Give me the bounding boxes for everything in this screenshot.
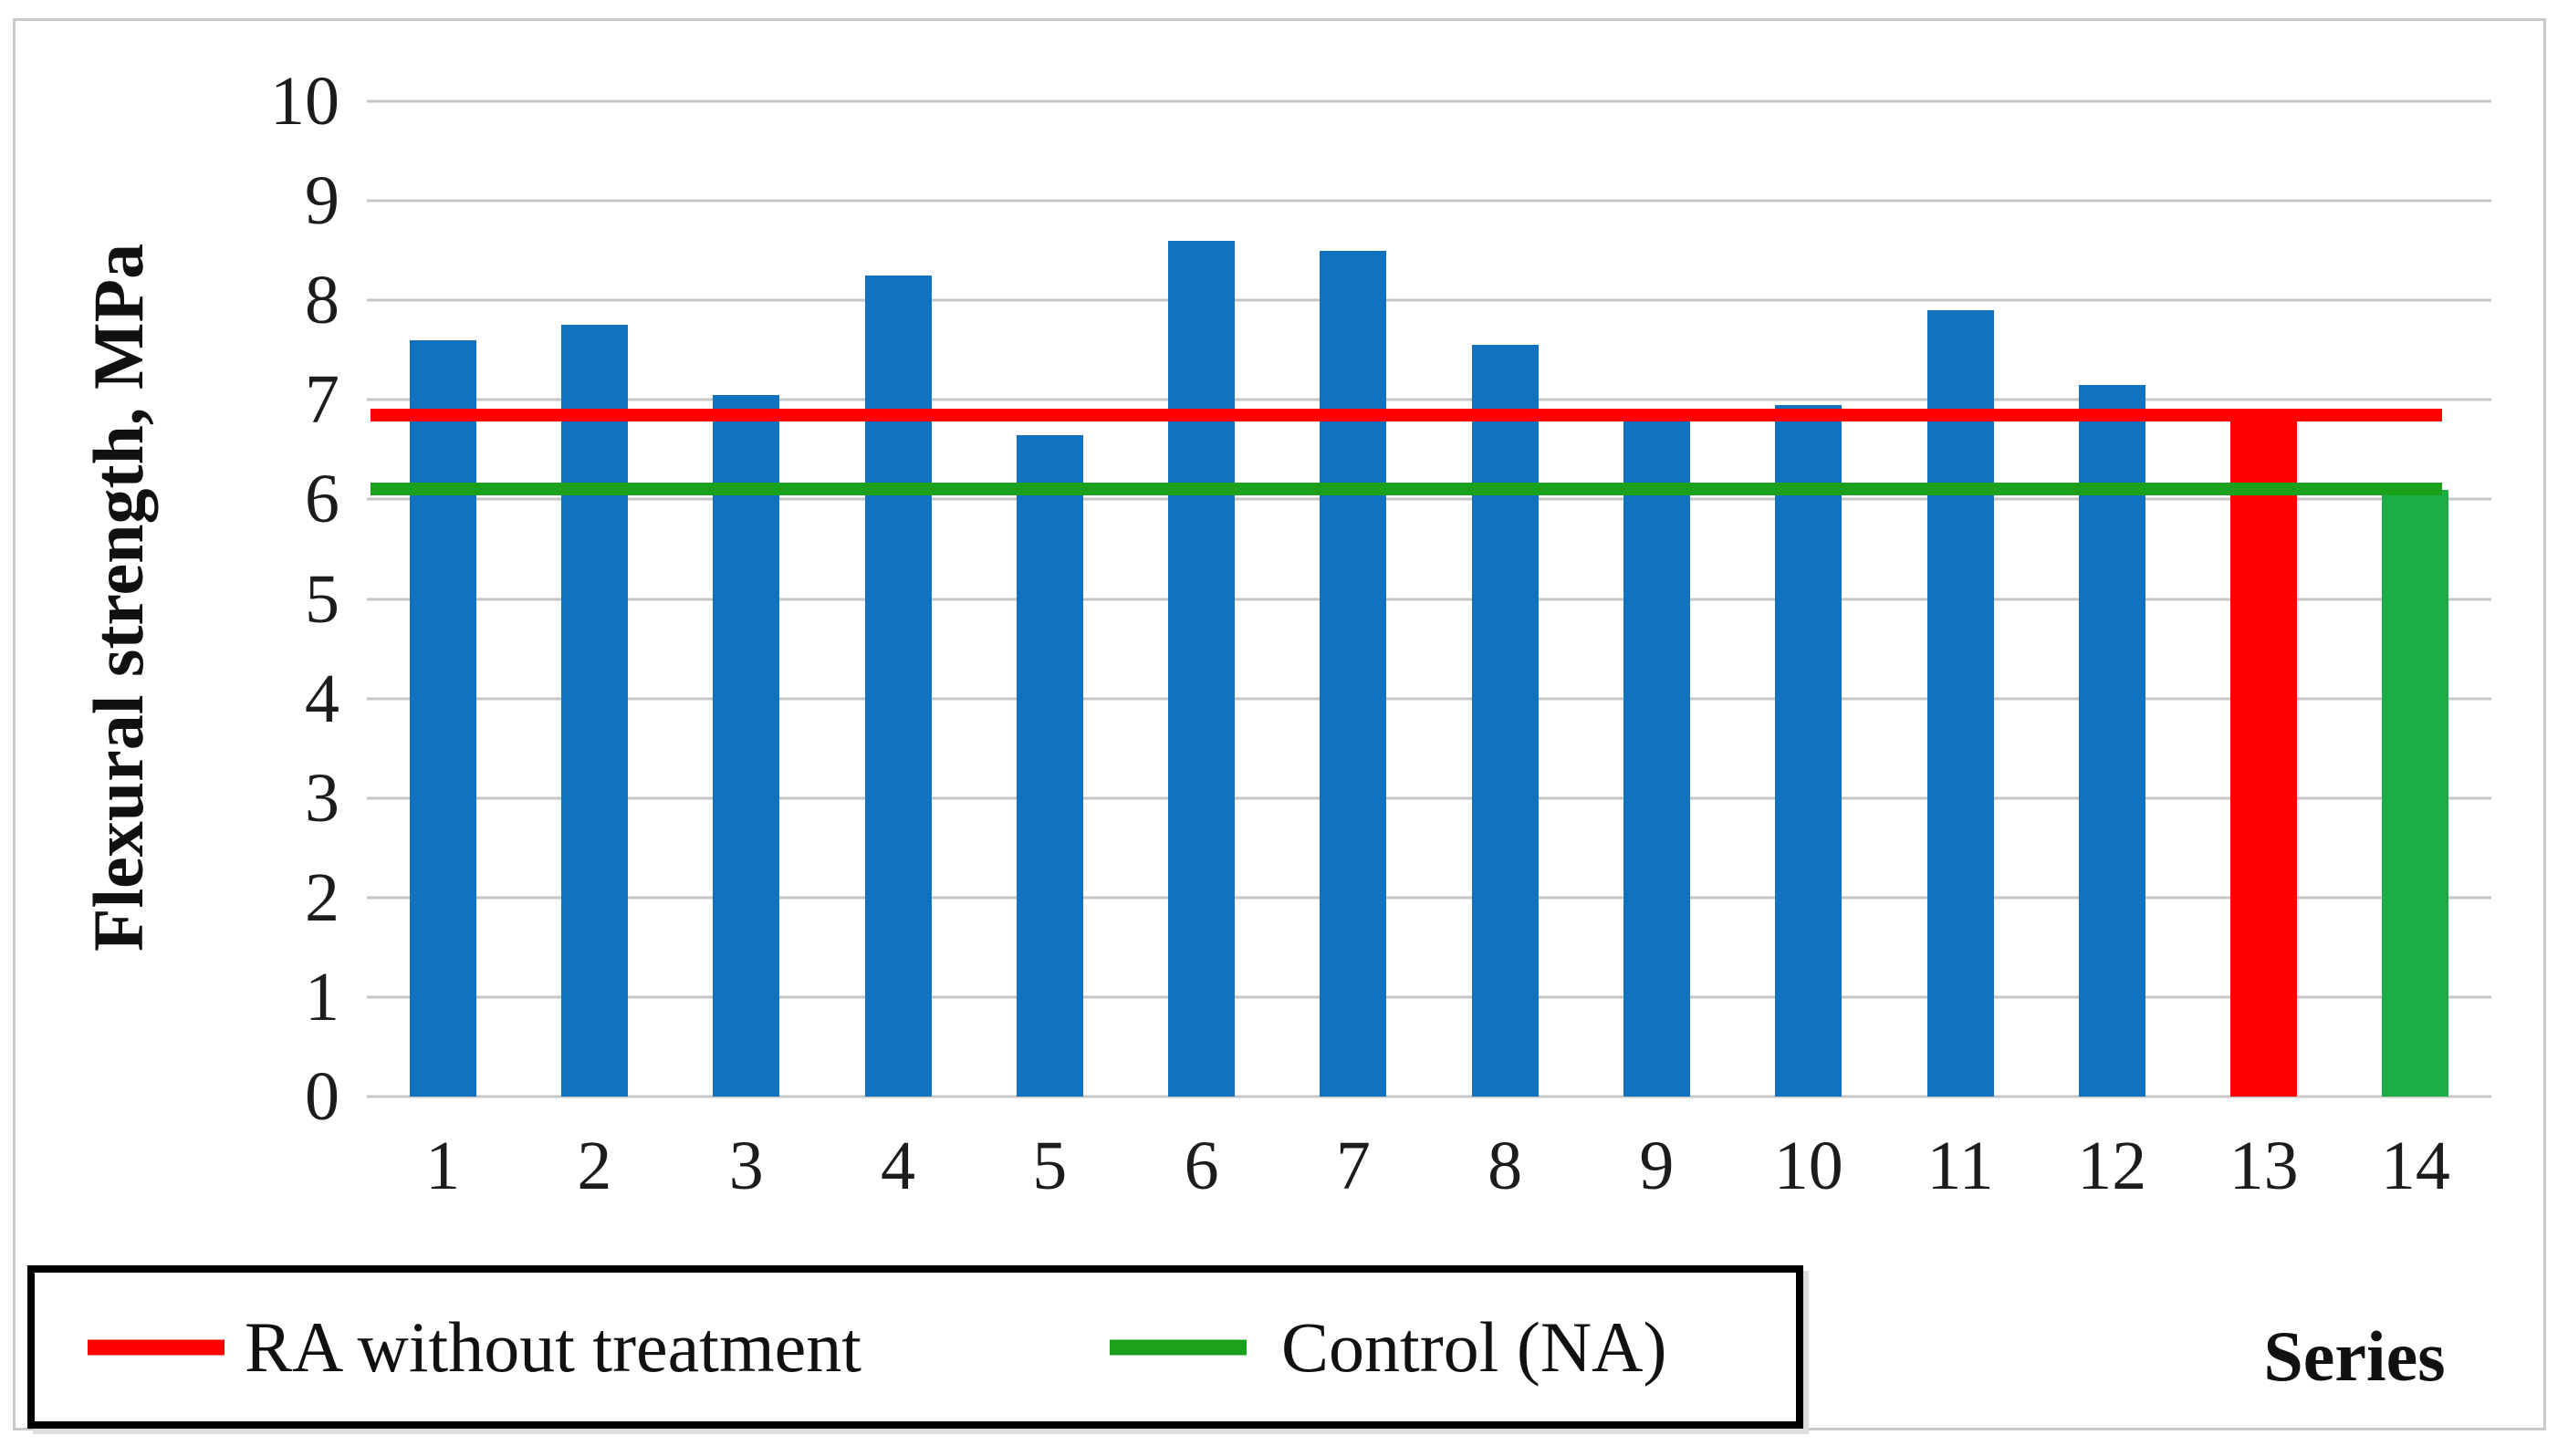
x-tick-label-12: 12 bbox=[2077, 1128, 2147, 1204]
y-tick-label-10: 10 bbox=[270, 63, 339, 140]
y-tick-label-9: 9 bbox=[305, 162, 339, 240]
bar-series-12 bbox=[2078, 384, 2145, 1097]
x-tick-label-9: 9 bbox=[1639, 1128, 1675, 1204]
bar-series-14 bbox=[2382, 489, 2449, 1097]
x-tick-label-8: 8 bbox=[1488, 1128, 1523, 1204]
bar-series-13 bbox=[2230, 414, 2298, 1097]
gridline-7 bbox=[367, 398, 2491, 401]
y-tick-label-0: 0 bbox=[305, 1058, 339, 1135]
legend-label-ra-without-treatment: RA without treatment bbox=[245, 1306, 861, 1387]
x-tick-label-3: 3 bbox=[728, 1128, 764, 1204]
x-tick-label-6: 6 bbox=[1184, 1128, 1219, 1204]
x-tick-label-10: 10 bbox=[1773, 1128, 1843, 1204]
gridline-1 bbox=[367, 995, 2491, 999]
bar-series-10 bbox=[1775, 404, 1842, 1097]
bar-series-4 bbox=[864, 275, 932, 1097]
y-tick-label-5: 5 bbox=[305, 560, 339, 638]
x-tick-label-2: 2 bbox=[577, 1128, 612, 1204]
gridline-5 bbox=[367, 598, 2491, 600]
gridline-8 bbox=[367, 298, 2491, 302]
x-tick-label-4: 4 bbox=[881, 1128, 915, 1204]
legend-box: RA without treatment Control (NA) bbox=[27, 1265, 1803, 1429]
gridline-4 bbox=[367, 697, 2491, 701]
legend-label-control-na: Control (NA) bbox=[1281, 1306, 1667, 1387]
legend-red-line-swatch bbox=[88, 1339, 224, 1355]
bar-series-9 bbox=[1623, 420, 1690, 1097]
y-tick-label-6: 6 bbox=[305, 461, 339, 538]
bar-series-11 bbox=[1926, 310, 1994, 1097]
x-tick-label-1: 1 bbox=[425, 1128, 461, 1204]
gridline-2 bbox=[367, 896, 2491, 900]
y-tick-label-8: 8 bbox=[305, 262, 339, 339]
y-tick-label-3: 3 bbox=[305, 759, 339, 837]
gridline-10 bbox=[367, 99, 2491, 103]
x-tick-label-14: 14 bbox=[2380, 1128, 2450, 1204]
x-tick-label-7: 7 bbox=[1335, 1128, 1371, 1204]
x-axis-title: Series bbox=[2263, 1316, 2446, 1396]
y-tick-label-7: 7 bbox=[305, 361, 339, 439]
y-tick-label-4: 4 bbox=[305, 660, 339, 737]
ref-line-ra-without-treatment bbox=[371, 408, 2442, 421]
y-tick-label-1: 1 bbox=[305, 958, 339, 1035]
gridline-9 bbox=[367, 199, 2491, 203]
gridline-0 bbox=[367, 1095, 2491, 1098]
gridline-3 bbox=[367, 796, 2491, 800]
bar-series-7 bbox=[1320, 250, 1387, 1097]
x-tick-label-13: 13 bbox=[2229, 1128, 2299, 1204]
x-tick-label-11: 11 bbox=[1926, 1128, 1994, 1204]
legend-green-line-swatch bbox=[1110, 1339, 1247, 1355]
bar-series-8 bbox=[1471, 345, 1539, 1097]
ref-line-control-na bbox=[371, 483, 2442, 496]
bar-series-5 bbox=[1016, 434, 1083, 1097]
bar-series-3 bbox=[713, 394, 780, 1097]
plot-area bbox=[367, 99, 2491, 1098]
gridline-6 bbox=[367, 497, 2491, 501]
bar-series-1 bbox=[409, 339, 476, 1097]
bar-series-2 bbox=[560, 325, 628, 1097]
bar-series-6 bbox=[1168, 240, 1236, 1097]
x-tick-label-5: 5 bbox=[1032, 1128, 1068, 1204]
y-tick-label-2: 2 bbox=[305, 858, 339, 936]
y-axis-title: Flexural strength, MPa bbox=[78, 243, 158, 952]
